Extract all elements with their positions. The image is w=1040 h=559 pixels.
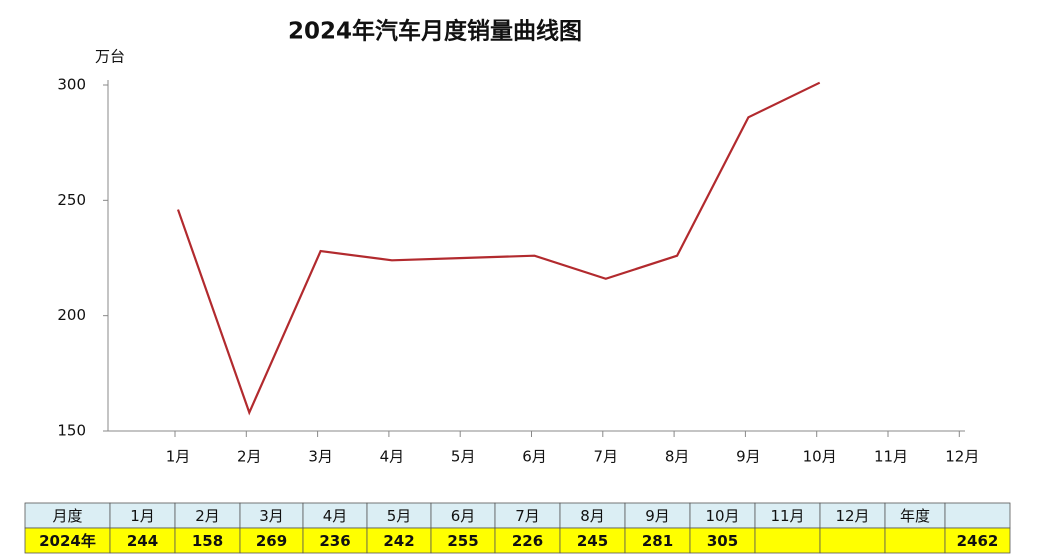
x-tick-label: 8月 <box>665 448 690 466</box>
table-value: 158 <box>192 532 223 550</box>
table-value: 2024年 <box>39 532 96 550</box>
table-cell <box>494 527 561 554</box>
plot: 150 200 250 300 1月 2月 3月 4月 5月 6月 7月 8月 9月 10月 11月 12月 <box>57 76 979 466</box>
table-value: 244 <box>127 532 158 550</box>
table-cell <box>239 502 304 529</box>
table-cell <box>884 502 946 529</box>
table-value: 226 <box>512 532 543 550</box>
table-header: 7月 <box>515 507 540 525</box>
table-value: 269 <box>256 532 287 550</box>
table-value: 242 <box>383 532 414 550</box>
table-cell <box>239 527 304 554</box>
x-tick-label: 1月 <box>166 448 191 466</box>
x-tick-label: 6月 <box>522 448 547 466</box>
table-cell <box>109 502 176 529</box>
x-tick-label: 10月 <box>803 448 837 466</box>
table-cell <box>624 502 691 529</box>
y-tick-label: 200 <box>57 306 86 324</box>
table-cell <box>819 502 886 529</box>
table: 月度 1月 2月 3月 4月 5月 6月 7月 8月 9月 10月 11月 12月 年度 2024年 244 1… <box>24 502 1011 554</box>
table-header: 11月 <box>770 507 804 525</box>
table-header: 2月 <box>195 507 220 525</box>
table-header: 5月 <box>387 507 412 525</box>
table-cell <box>624 527 691 554</box>
table-cell <box>884 527 946 554</box>
table-cell <box>944 527 1011 554</box>
table-cell <box>754 527 821 554</box>
data-line <box>176 81 821 416</box>
table-header: 年度 <box>900 507 930 525</box>
table-cell <box>819 527 886 554</box>
table-header: 10月 <box>705 507 739 525</box>
table-value: 2462 <box>957 532 999 550</box>
table-value: 255 <box>447 532 478 550</box>
table-cell <box>24 527 111 554</box>
table-header: 6月 <box>451 507 476 525</box>
table-header: 3月 <box>259 507 284 525</box>
table-value: 305 <box>707 532 738 550</box>
table-header: 4月 <box>323 507 348 525</box>
table-cell <box>559 527 626 554</box>
table-cell <box>430 527 496 554</box>
x-tick-label: 7月 <box>594 448 619 466</box>
y-tick-label: 300 <box>57 76 86 94</box>
table-value: 236 <box>319 532 350 550</box>
table-value: 245 <box>577 532 608 550</box>
table-cell <box>109 527 176 554</box>
table-value: 281 <box>642 532 673 550</box>
x-tick-label: 3月 <box>308 448 333 466</box>
table-header: 1月 <box>130 507 155 525</box>
x-tick-label: 9月 <box>736 448 761 466</box>
table-cell <box>366 502 432 529</box>
table-header: 9月 <box>645 507 670 525</box>
table-cell <box>174 527 241 554</box>
chart-title: 2024年汽车月度销量曲线图 <box>288 18 582 45</box>
x-tick-label: 11月 <box>874 448 908 466</box>
x-tick-label: 2月 <box>237 448 262 466</box>
table-header: 12月 <box>835 507 869 525</box>
x-tick-label: 5月 <box>451 448 476 466</box>
table-cell <box>944 502 1011 529</box>
table-header: 月度 <box>52 507 82 525</box>
y-tick-label: 250 <box>57 191 86 209</box>
table-header: 8月 <box>580 507 605 525</box>
table-cell <box>689 527 756 554</box>
table-cell <box>754 502 821 529</box>
y-axis-label: 万台 <box>95 48 125 66</box>
x-tick-label: 12月 <box>945 448 979 466</box>
y-tick-label: 150 <box>57 422 86 440</box>
table-cell <box>302 527 368 554</box>
table-cell <box>494 502 561 529</box>
x-tick-label: 4月 <box>380 448 405 466</box>
table-cell <box>366 527 432 554</box>
